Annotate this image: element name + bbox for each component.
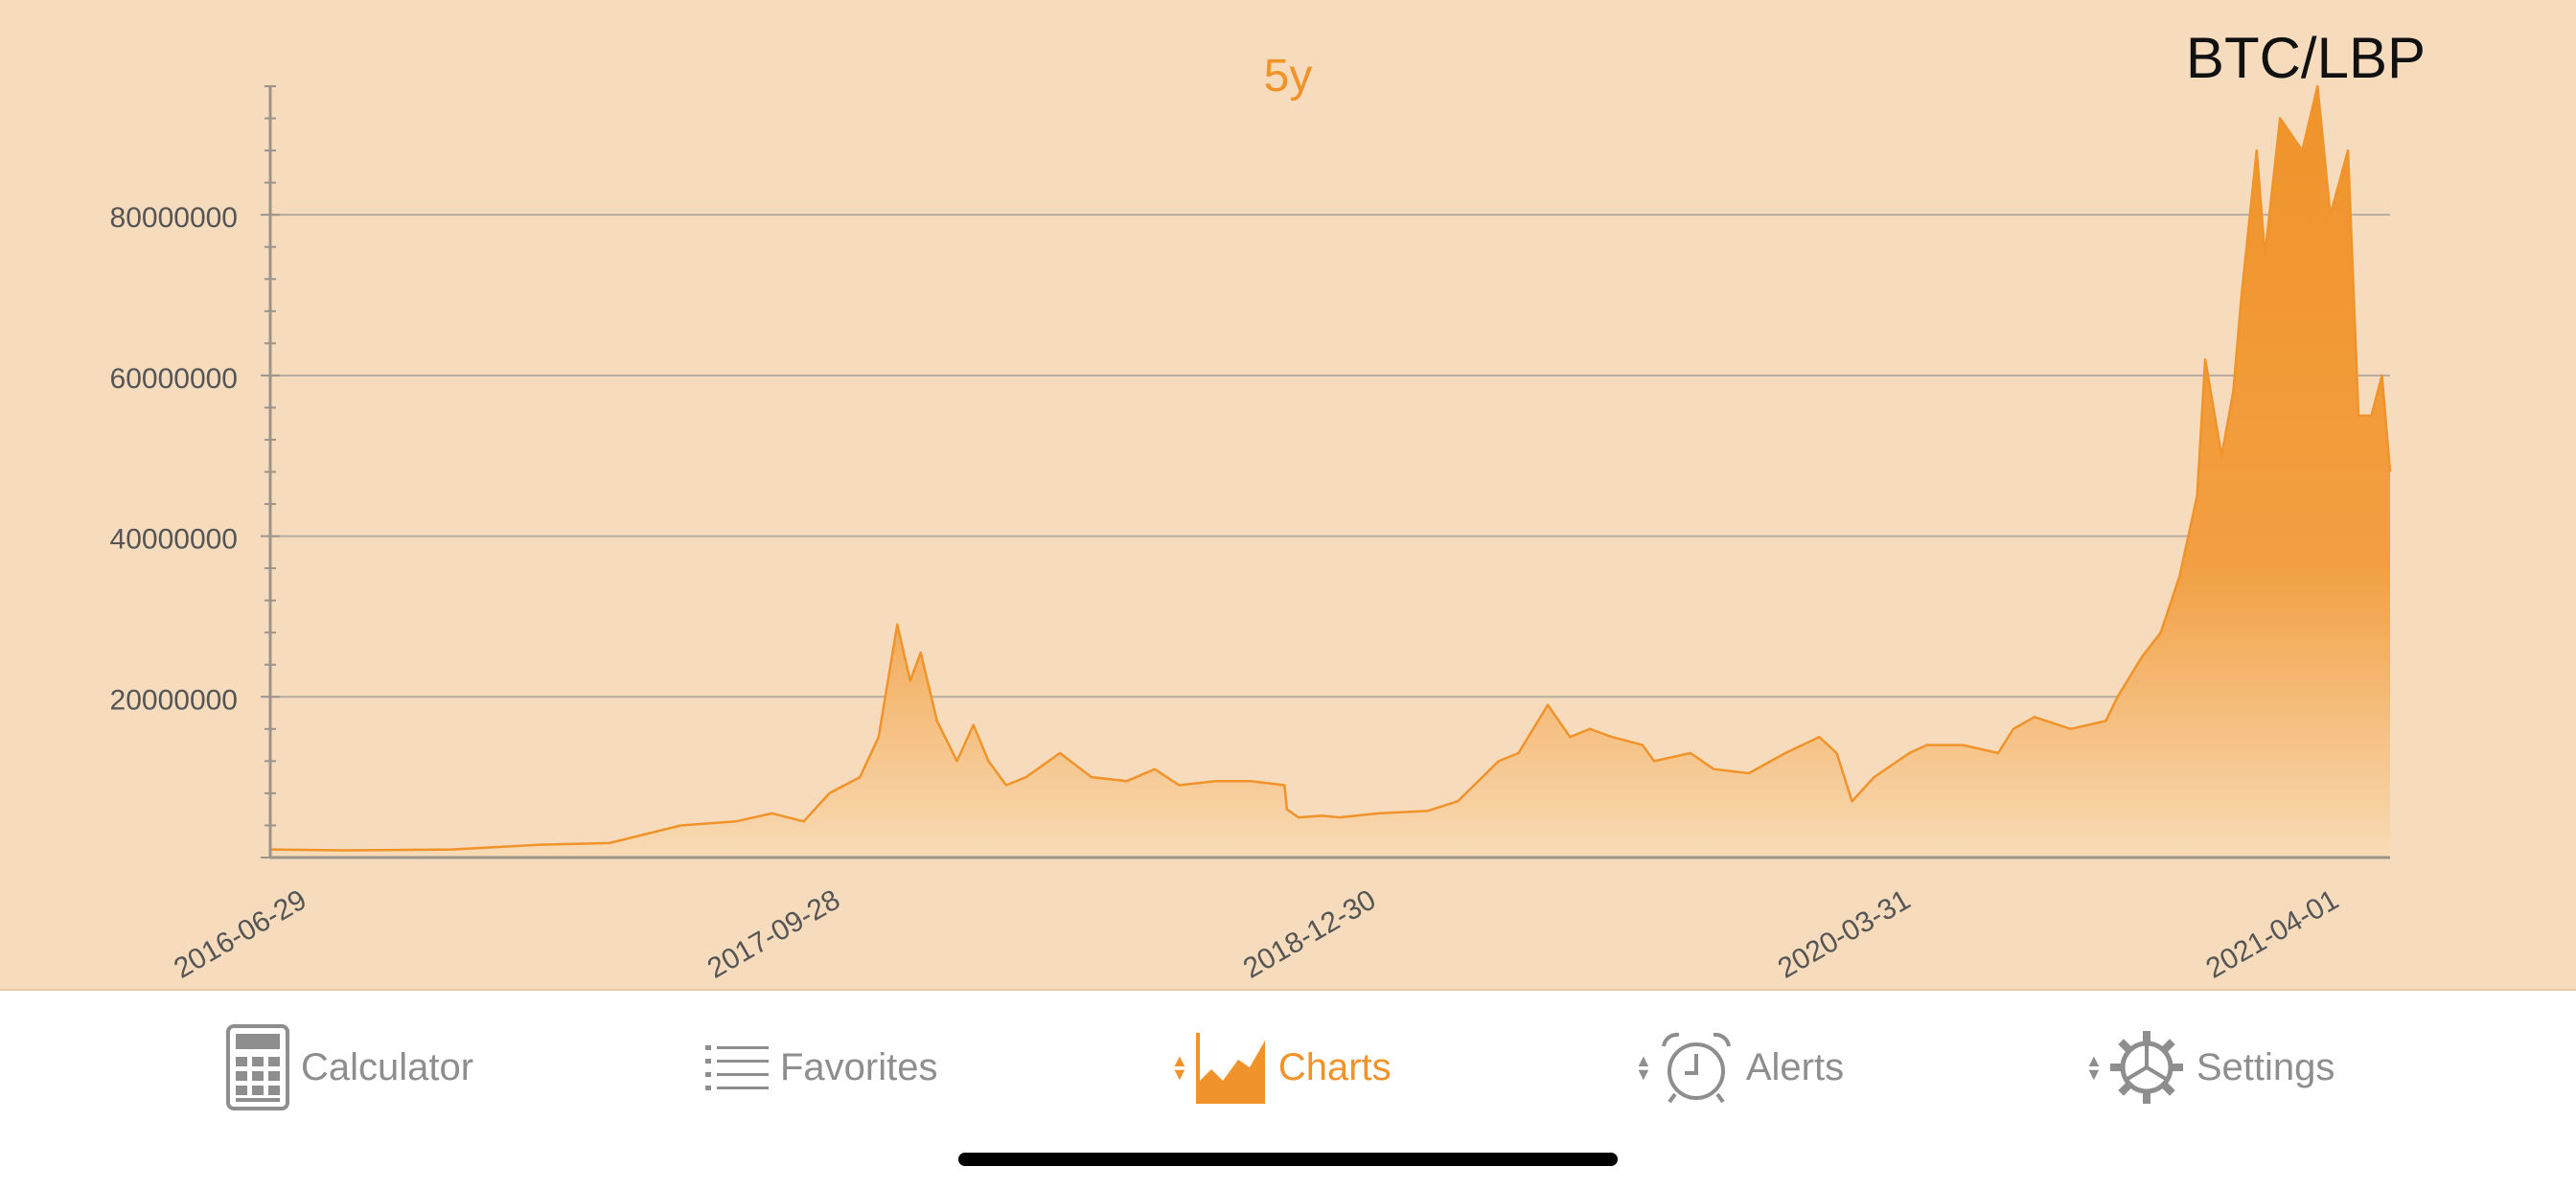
sort-arrows-icon: ▲ ▼	[2085, 1051, 2103, 1084]
alarm-clock-icon	[1661, 1032, 1731, 1104]
chart-panel[interactable]: 20000000 40000000 60000000 80000000 2016-06…	[0, 0, 2576, 991]
tab-favorites[interactable]: Favorites	[705, 1019, 938, 1115]
tab-settings[interactable]: ▲ ▼ Settings	[2085, 1019, 2334, 1115]
area-chart-icon	[1195, 1033, 1265, 1104]
sort-arrows-icon: ▲ ▼	[1171, 1051, 1188, 1084]
currency-pair-title: BTC/LBP	[2185, 26, 2426, 90]
tab-charts[interactable]: ▲ ▼ Charts	[1171, 1019, 1392, 1115]
y-tick-label: 40000000	[110, 524, 238, 556]
home-indicator[interactable]	[958, 1153, 1618, 1166]
tab-settings-label: Settings	[2196, 1045, 2335, 1088]
period-label[interactable]: 5y	[1263, 51, 1313, 102]
y-tick-label: 80000000	[110, 202, 238, 234]
tab-charts-label: Charts	[1277, 1045, 1392, 1088]
price-chart[interactable]: 20000000 40000000 60000000 80000000 2016-06…	[0, 0, 2576, 989]
tab-calculator[interactable]: Calculator	[226, 1019, 473, 1115]
x-tick-label: 2018-12-30	[1238, 883, 1381, 984]
tab-alerts[interactable]: ▲ ▼ Alerts	[1635, 1019, 1844, 1115]
x-tick-label: 2021-04-01	[2201, 883, 2344, 984]
calculator-icon	[226, 1024, 289, 1110]
sort-arrows-icon: ▲ ▼	[1635, 1051, 1652, 1084]
y-tick-label: 60000000	[110, 363, 238, 395]
list-icon	[705, 1045, 769, 1090]
tab-favorites-label: Favorites	[780, 1045, 938, 1088]
x-tick-label: 2020-03-31	[1773, 883, 1916, 984]
y-tick-label: 20000000	[110, 684, 238, 716]
tab-calculator-label: Calculator	[301, 1045, 474, 1088]
x-tick-label: 2017-09-28	[702, 883, 845, 984]
x-tick-label: 2016-06-29	[169, 883, 311, 984]
tab-alerts-label: Alerts	[1745, 1045, 1845, 1088]
price-line	[269, 84, 2392, 852]
gear-icon	[2109, 1031, 2183, 1104]
price-area-fill	[270, 86, 2390, 858]
